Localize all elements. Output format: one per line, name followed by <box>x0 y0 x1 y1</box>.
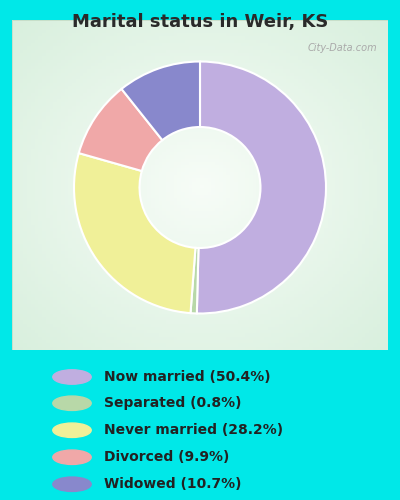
Wedge shape <box>197 62 326 314</box>
Text: Widowed (10.7%): Widowed (10.7%) <box>104 477 242 491</box>
Text: Now married (50.4%): Now married (50.4%) <box>104 370 271 384</box>
Text: Divorced (9.9%): Divorced (9.9%) <box>104 450 229 464</box>
Circle shape <box>53 396 91 410</box>
Circle shape <box>53 423 91 438</box>
Circle shape <box>53 477 91 492</box>
Wedge shape <box>190 248 198 314</box>
Text: City-Data.com: City-Data.com <box>307 43 377 53</box>
Circle shape <box>53 450 91 464</box>
Wedge shape <box>74 153 196 313</box>
Circle shape <box>53 370 91 384</box>
Text: Separated (0.8%): Separated (0.8%) <box>104 396 242 410</box>
Wedge shape <box>79 89 162 171</box>
Text: Never married (28.2%): Never married (28.2%) <box>104 423 283 437</box>
Text: Marital status in Weir, KS: Marital status in Weir, KS <box>72 12 328 30</box>
Wedge shape <box>122 62 200 140</box>
